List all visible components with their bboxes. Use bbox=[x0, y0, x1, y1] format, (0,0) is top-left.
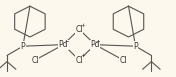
Text: +: + bbox=[80, 23, 85, 27]
Text: Pd: Pd bbox=[59, 40, 68, 49]
Text: −: − bbox=[96, 38, 100, 43]
Text: P: P bbox=[133, 42, 138, 51]
Text: Cl: Cl bbox=[76, 56, 83, 65]
Text: Cl: Cl bbox=[76, 25, 83, 34]
Text: P: P bbox=[21, 42, 25, 51]
Text: Pd: Pd bbox=[90, 40, 100, 49]
Text: +: + bbox=[80, 53, 85, 58]
Text: Cl: Cl bbox=[32, 56, 39, 65]
Text: Cl: Cl bbox=[120, 56, 127, 65]
Text: −: − bbox=[64, 38, 69, 43]
